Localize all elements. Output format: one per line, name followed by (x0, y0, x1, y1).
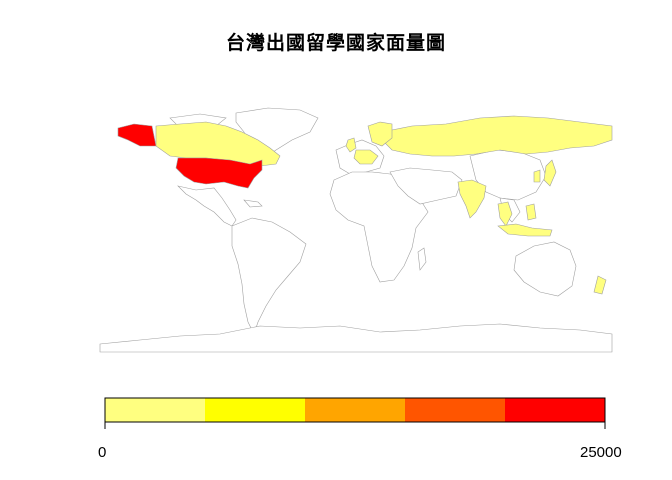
region-middle-east (389, 167, 463, 205)
region-korea (533, 169, 541, 183)
region-africa (329, 171, 429, 283)
region-uk (345, 137, 357, 153)
region-western-europe (353, 149, 379, 165)
map-title: 台灣出國留學國家面量圖 (225, 32, 446, 54)
region-alaska (117, 123, 157, 147)
level-1-regions (155, 115, 613, 295)
legend-min-label: 0 (98, 444, 107, 461)
region-new-zealand (593, 275, 607, 295)
region-scandinavia (367, 121, 393, 147)
region-india (457, 179, 487, 219)
color-legend (105, 398, 605, 422)
legend-bin-4 (405, 398, 505, 422)
legend-frame (104, 397, 606, 423)
legend-bin-5 (505, 398, 605, 422)
level-5-regions (117, 123, 263, 189)
legend-bin-1 (105, 398, 205, 422)
legend-bin-3 (305, 398, 405, 422)
region-australia (513, 241, 577, 297)
region-indonesia (497, 223, 553, 237)
region-south-america (231, 217, 307, 335)
region-philippines (525, 203, 537, 221)
region-caribbean (243, 199, 263, 208)
legend-bin-2 (205, 398, 305, 422)
region-mexico (177, 185, 237, 227)
region-madagascar (417, 247, 427, 271)
region-usa (175, 157, 263, 189)
region-canada (155, 121, 281, 167)
legend-max-label: 25000 (580, 444, 622, 461)
region-thailand (497, 201, 513, 227)
region-antarctica (99, 323, 613, 353)
region-russia (381, 115, 613, 157)
region-japan (543, 159, 557, 187)
